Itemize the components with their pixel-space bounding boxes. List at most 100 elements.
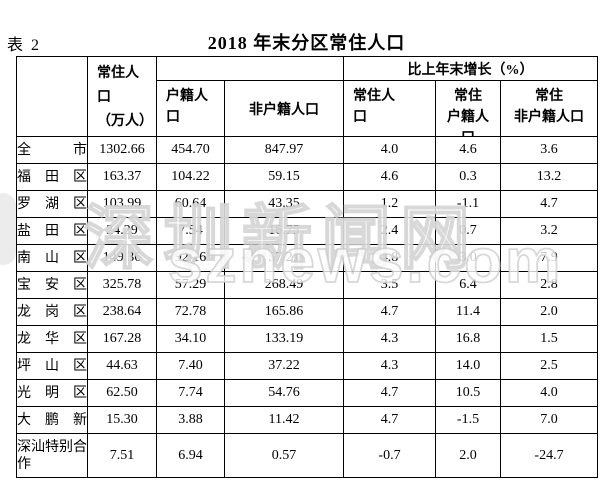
cell-growth-hukou: 11.4 [435,298,501,326]
table-row-luohu: 罗湖区 103.99 60.64 43.35 1.2 -1.1 4.7 [16,190,599,218]
cell-growth-resident: -0.7 [343,433,436,478]
cell-growth-resident: 2.4 [343,217,436,245]
cell-growth-resident: 4.3 [343,352,436,380]
header-growth-hukou: 常住 户籍人 口 [435,80,501,137]
cell-growth-hukou: 6.4 [435,271,501,299]
table-row-futian: 福田区 163.37 104.22 59.15 4.6 0.3 13.2 [16,163,599,191]
cell-non-hukou: 268.49 [224,271,344,299]
cell-growth-non-hukou: 2.8 [499,271,599,299]
header-row-2: 户籍人 口 非户籍人口 常住人 口 常住 户籍人 口 常住 非户籍人口 [17,80,599,137]
cell-growth-non-hukou: 1.5 [499,325,599,353]
cell-growth-hukou: 2.0 [435,433,501,478]
cell-growth-hukou: -1.5 [435,406,501,434]
cell-growth-non-hukou: 3.2 [499,217,599,245]
header-resident-pop: 常住人 口 （万人） [87,56,157,137]
cell-growth-hukou: 16.8 [435,325,501,353]
cell-growth-non-hukou: 2.5 [499,352,599,380]
cell-hukou: 92.16 [156,244,225,272]
cell-hukou: 34.10 [156,325,225,353]
cell-hukou: 60.64 [156,190,225,218]
table-row-baoan: 宝安区 325.78 57.29 268.49 3.5 6.4 2.8 [16,271,599,299]
cell-non-hukou: 11.42 [224,406,344,434]
district-name: 龙华区 [16,325,88,353]
cell-hukou: 6.94 [156,433,225,478]
cell-hukou: 3.88 [156,406,225,434]
header-row-1: 常住人 口 （万人） 比上年末增长（%） [16,56,599,137]
page-title: 2018 年末分区常住人口 [207,33,406,53]
header-growth-hukou-label: 常住 户籍人 口 [447,88,489,136]
table-row-longgang: 龙岗区 238.64 72.78 165.86 4.7 11.4 2.0 [16,298,599,326]
cell-growth-hukou: 4.6 [435,136,501,164]
cell-non-hukou: 847.97 [224,136,344,164]
cell-non-hukou: 59.15 [224,163,344,191]
cell-resident: 7.51 [87,433,157,478]
cell-growth-non-hukou: 4.7 [499,190,599,218]
district-name: 坪山区 [16,352,88,380]
cell-growth-resident: 4.7 [343,406,436,434]
cell-growth-resident: 4.7 [343,379,436,407]
header-growth-resident-label: 常住人 口 [353,88,395,125]
header-hukou-pop: 户籍人 口 [156,80,225,137]
table-row-shenshan: 深汕特别合作 7.51 6.94 0.57 -0.7 2.0 -24.7 [16,433,599,478]
cell-resident: 167.28 [87,325,157,353]
cell-growth-resident: 4.7 [343,298,436,326]
cell-growth-hukou: -1.1 [435,190,501,218]
cell-growth-resident: 4.0 [343,136,436,164]
cell-growth-non-hukou: -24.7 [499,433,599,478]
cell-non-hukou: 16.75 [224,217,344,245]
district-name: 罗湖区 [16,190,88,218]
cell-hukou: 7.74 [156,379,225,407]
district-name: 宝安区 [16,271,88,299]
table-row-nanshan: 南山区 149.36 92.16 57.21 4.8 3.0 7.9 [16,244,599,272]
cell-growth-hukou: 3.0 [435,244,501,272]
cell-resident: 163.37 [87,163,157,191]
cell-non-hukou: 37.22 [224,352,344,380]
header-pop-group-empty [156,56,344,81]
header-hukou-pop-label: 户籍人 口 [166,88,208,125]
district-name: 盐田区 [16,217,88,245]
district-name: 大鹏新 [16,406,88,434]
cell-resident: 238.64 [87,298,157,326]
cell-resident: 15.30 [87,406,157,434]
cell-non-hukou: 57.21 [224,244,344,272]
district-name: 龙岗区 [16,298,88,326]
district-name: 深汕特别合作 [16,433,88,478]
header-resident-pop-label: 常住人 口 （万人） [97,66,153,129]
header-growth-non-hukou-label: 常住 非户籍人口 [514,88,584,125]
cell-growth-non-hukou: 7.9 [499,244,599,272]
table-row-yantian: 盐田区 24.29 7.54 16.75 2.4 0.7 3.2 [16,217,599,245]
district-name: 福田区 [16,163,88,191]
table-row-citywide: 全市 1302.66 454.70 847.97 4.0 4.6 3.6 [16,136,599,164]
cell-resident: 44.63 [87,352,157,380]
cell-hukou: 57.29 [156,271,225,299]
cell-growth-non-hukou: 13.2 [499,163,599,191]
table-row-pingshan: 坪山区 44.63 7.40 37.22 4.3 14.0 2.5 [16,352,599,380]
district-name: 南山区 [16,244,88,272]
table-row-longhua: 龙华区 167.28 34.10 133.19 4.3 16.8 1.5 [16,325,599,353]
district-name: 全市 [16,136,88,164]
cell-growth-hukou: 14.0 [435,352,501,380]
cell-growth-non-hukou: 3.6 [499,136,599,164]
table-row-dapeng: 大鹏新 15.30 3.88 11.42 4.7 -1.5 7.0 [16,406,599,434]
cell-hukou: 72.78 [156,298,225,326]
cell-non-hukou: 0.57 [224,433,344,478]
table-row-guangming: 光明区 62.50 7.74 54.76 4.7 10.5 4.0 [16,379,599,407]
cell-growth-non-hukou: 2.0 [499,298,599,326]
cell-resident: 24.29 [87,217,157,245]
cell-resident: 62.50 [87,379,157,407]
header-growth-resident: 常住人 口 [343,80,436,137]
cell-hukou: 454.70 [156,136,225,164]
cell-growth-non-hukou: 4.0 [499,379,599,407]
cell-non-hukou: 54.76 [224,379,344,407]
header-non-hukou-pop: 非户籍人口 [224,80,344,137]
cell-resident: 103.99 [87,190,157,218]
header-growth-group: 比上年末增长（%） [342,56,599,81]
cell-non-hukou: 165.86 [224,298,344,326]
cell-hukou: 7.40 [156,352,225,380]
cell-hukou: 7.54 [156,217,225,245]
cell-resident: 149.36 [87,244,157,272]
district-name: 光明区 [16,379,88,407]
header-growth-non-hukou: 常住 非户籍人口 [499,80,599,137]
cell-growth-resident: 1.2 [343,190,436,218]
